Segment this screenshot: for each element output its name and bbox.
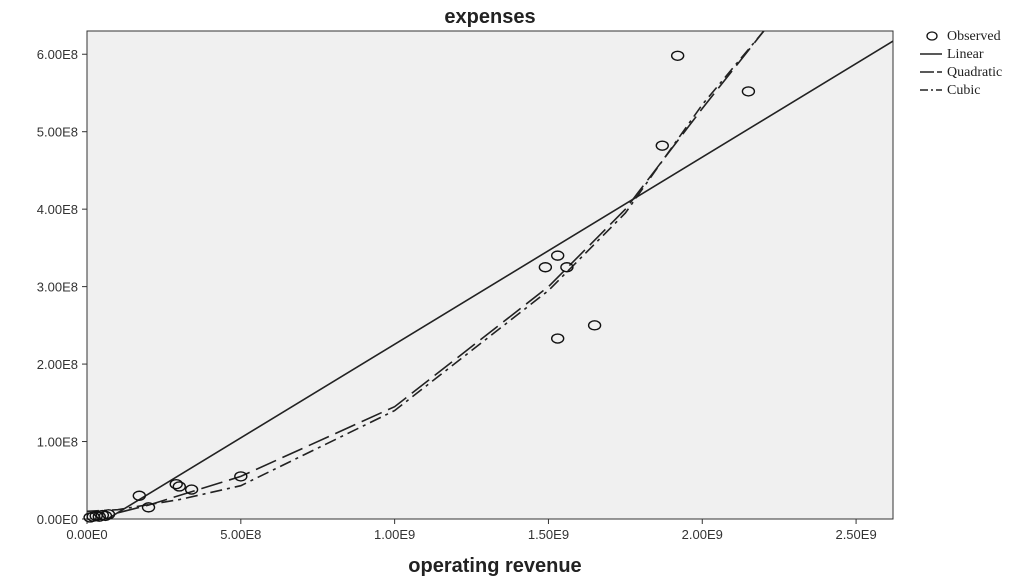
- observed-point: [538, 262, 553, 273]
- observed-point: [550, 333, 565, 344]
- y-tick-label: 5.00E8: [37, 125, 78, 140]
- y-tick-label: 2.00E8: [37, 357, 78, 372]
- x-tick-label: 0.00E0: [66, 527, 107, 542]
- observed-point: [141, 502, 156, 513]
- observed-point: [184, 484, 199, 495]
- chart-title: expenses: [444, 6, 535, 28]
- observed-point: [98, 510, 113, 522]
- observed-point: [741, 86, 756, 97]
- observed-point: [655, 140, 669, 151]
- y-tick-label: 3.00E8: [37, 280, 78, 295]
- legend-linear-label: Linear: [947, 47, 984, 62]
- observed-point: [550, 250, 565, 261]
- x-tick-label: 2.00E9: [682, 527, 723, 542]
- series-linear-line: [105, 40, 893, 519]
- x-tick-label: 5.00E8: [220, 527, 261, 542]
- x-tick-label: 1.00E9: [374, 527, 415, 542]
- legend-cubic-label: Cubic: [947, 83, 980, 98]
- legend-observed-label: Observed: [947, 29, 1001, 44]
- x-axis: 0.00E0 5.00E8 1.00E9 1.50E9 2.00E9 2.50E9: [66, 519, 877, 542]
- x-tick-label: 1.50E9: [528, 527, 569, 542]
- observed-point: [169, 478, 183, 490]
- series-cubic-line: [87, 31, 765, 513]
- observed-point: [560, 262, 574, 273]
- x-axis-label: operating revenue: [408, 555, 581, 577]
- legend-observed-marker: [926, 31, 938, 41]
- legend: Observed Linear Quadratic Cubic: [920, 29, 1002, 98]
- observed-point: [92, 511, 107, 522]
- y-tick-label: 0.00E0: [37, 512, 78, 527]
- observed-point: [234, 471, 248, 482]
- series-quadratic-line: [117, 31, 765, 514]
- plot-area: [86, 30, 894, 520]
- legend-quadratic-label: Quadratic: [947, 65, 1002, 80]
- observed-point: [101, 509, 116, 520]
- x-tick-label: 2.50E9: [835, 527, 876, 542]
- observed-points: [83, 50, 756, 523]
- observed-point: [587, 320, 602, 331]
- y-tick-label: 6.00E8: [37, 47, 78, 62]
- observed-point: [132, 490, 146, 501]
- y-tick-label: 4.00E8: [37, 202, 78, 217]
- observed-point: [670, 50, 685, 61]
- observed-point: [172, 481, 186, 492]
- fit-lines: [87, 31, 893, 519]
- y-axis: 0.00E0 1.00E8 2.00E8 3.00E8 4.00E8 5.00E8 6.00…: [37, 47, 87, 527]
- y-tick-label: 1.00E8: [37, 435, 78, 450]
